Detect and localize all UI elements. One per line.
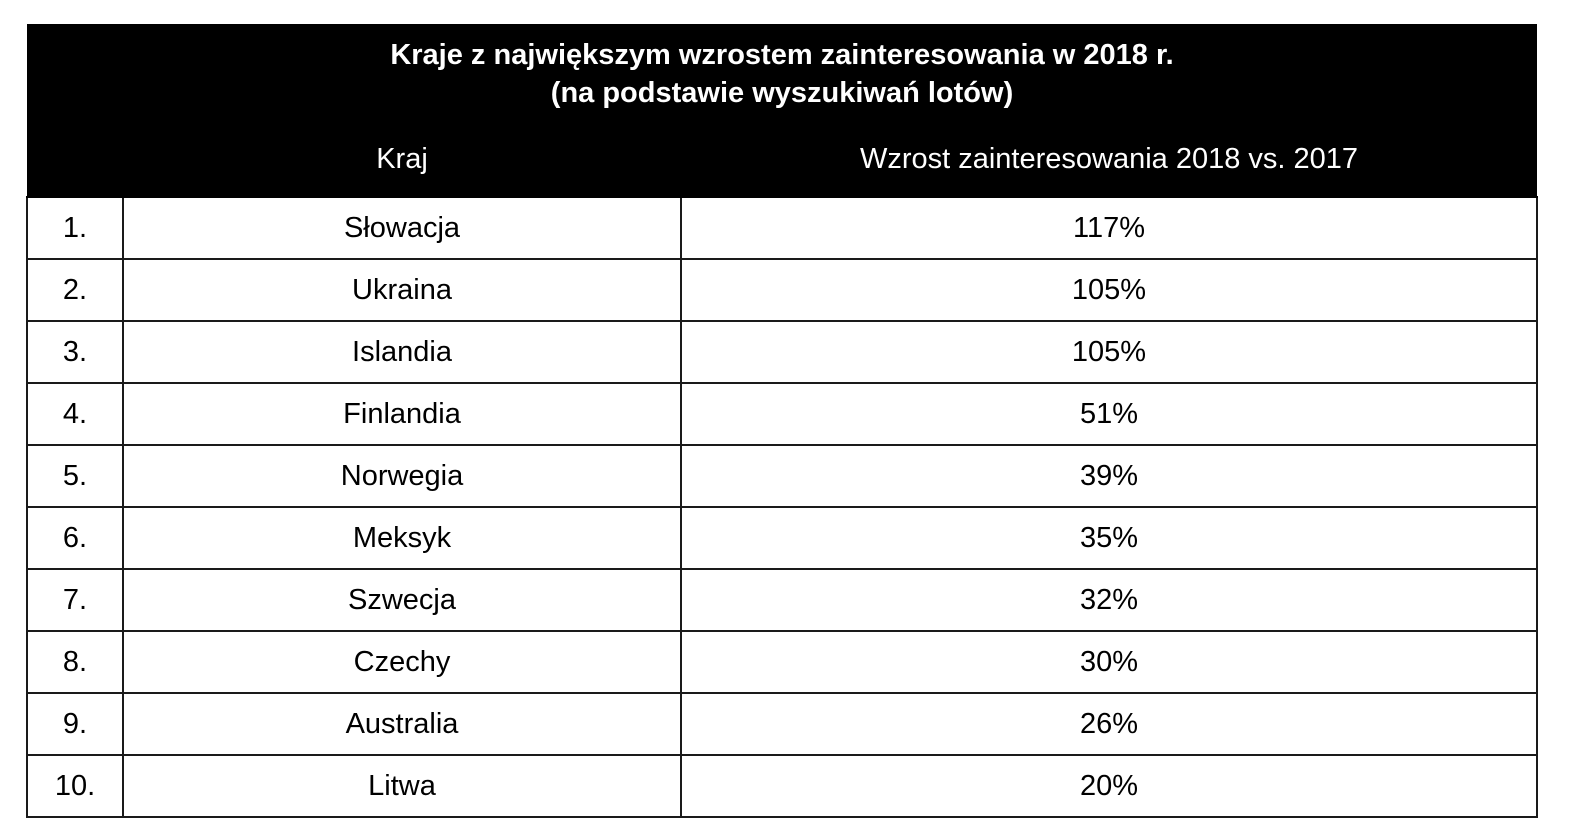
rank-cell: 10. [26,754,124,818]
table-title-line-2: (na podstawie wyszukiwań lotów) [550,77,1014,109]
rank-cell: 1. [26,196,124,260]
country-cell: Islandia [122,320,682,384]
table-row: 5. Norwegia 39% [26,444,1539,508]
table-row: 1. Słowacja 117% [26,196,1539,260]
growth-cell: 105% [679,320,1539,384]
table-body: 1. Słowacja 117% 2. Ukraina 105% 3. Isla… [26,196,1539,818]
rank-cell: 8. [26,630,124,694]
table-row: 2. Ukraina 105% [26,258,1539,322]
country-cell: Czechy [122,630,682,694]
country-cell: Australia [122,692,682,756]
column-header-country: Kraj [123,128,681,198]
rank-cell: 9. [26,692,124,756]
table-row: 8. Czechy 30% [26,630,1539,694]
country-cell: Litwa [122,754,682,818]
growth-cell: 32% [679,568,1539,632]
table-row: 6. Meksyk 35% [26,506,1539,570]
table-row: 4. Finlandia 51% [26,382,1539,446]
country-cell: Finlandia [122,382,682,446]
country-cell: Meksyk [122,506,682,570]
country-cell: Norwegia [122,444,682,508]
table-title-row: Kraje z największym wzrostem zainteresow… [27,24,1538,128]
growth-cell: 35% [679,506,1539,570]
rank-cell: 4. [26,382,124,446]
country-cell: Ukraina [122,258,682,322]
column-header-growth: Wzrost zainteresowania 2018 vs. 2017 [681,128,1538,198]
column-header-row: Kraj Wzrost zainteresowania 2018 vs. 201… [27,128,1538,198]
growth-cell: 26% [679,692,1539,756]
table-title: Kraje z największym wzrostem zainteresow… [27,24,1538,128]
rank-cell: 5. [26,444,124,508]
country-cell: Słowacja [122,196,682,260]
growth-cell: 30% [679,630,1539,694]
country-cell: Szwecja [122,568,682,632]
growth-cell: 20% [679,754,1539,818]
country-growth-table: Kraje z największym wzrostem zainteresow… [26,24,1539,818]
ranking-table-container: Kraje z największym wzrostem zainteresow… [26,24,1539,818]
growth-cell: 51% [679,382,1539,446]
growth-cell: 39% [679,444,1539,508]
growth-cell: 105% [679,258,1539,322]
rank-cell: 6. [26,506,124,570]
rank-cell: 3. [26,320,124,384]
table-row: 7. Szwecja 32% [26,568,1539,632]
column-header-rank [27,128,123,198]
table-row: 3. Islandia 105% [26,320,1539,384]
table-row: 10. Litwa 20% [26,754,1539,818]
table-title-line-1: Kraje z największym wzrostem zainteresow… [390,39,1174,71]
table-row: 9. Australia 26% [26,692,1539,756]
growth-cell: 117% [679,196,1539,260]
rank-cell: 2. [26,258,124,322]
rank-cell: 7. [26,568,124,632]
